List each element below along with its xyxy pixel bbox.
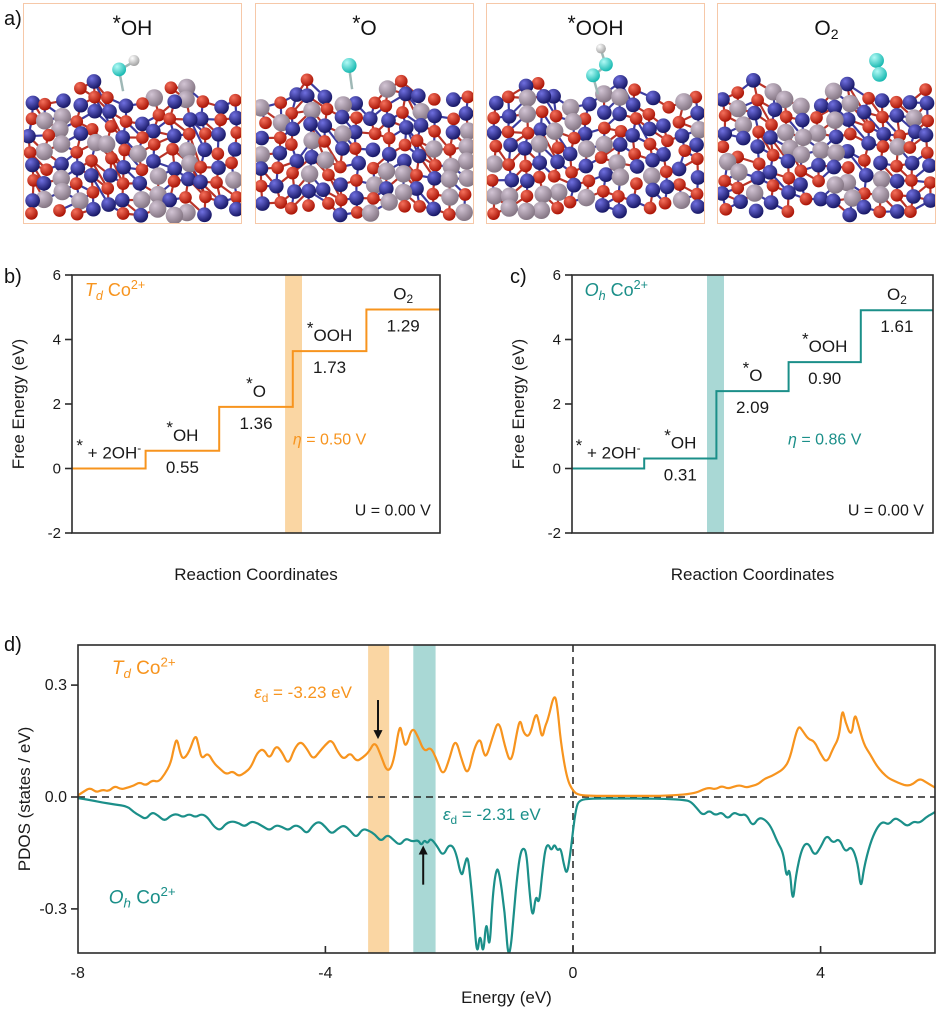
x-tick-label: 4 bbox=[816, 965, 825, 982]
x-tick-label: -4 bbox=[318, 965, 332, 982]
plot-frame bbox=[71, 274, 441, 534]
species-label: *OOH bbox=[802, 329, 847, 356]
y-tick-label: 4 bbox=[553, 332, 561, 349]
species-label: * + 2OH- bbox=[576, 436, 641, 463]
potential-label: U = 0.00 V bbox=[355, 502, 431, 519]
structure-box-o2: O2 bbox=[717, 3, 936, 224]
ed-oh-label: εd = -2.31 eV bbox=[443, 805, 541, 827]
y-axis-title: Free Energy (eV) bbox=[9, 339, 28, 469]
species-label: O2 bbox=[887, 285, 907, 307]
molecule-structure-oh bbox=[24, 55, 241, 223]
chart-content: -2 0 2 4 6 * + 2OH- *OH 0.55 *O 1.36 *OOH 1.73 O2 1.2… bbox=[9, 267, 441, 584]
adsorbate bbox=[341, 58, 357, 90]
plot-frame bbox=[77, 644, 936, 954]
y-tick-label: 0 bbox=[553, 461, 561, 478]
structure-box-o: *O bbox=[255, 3, 474, 224]
x-tick-label: -8 bbox=[71, 965, 85, 982]
ed-td-arrow-head bbox=[373, 730, 383, 740]
free-energy-step-line bbox=[572, 309, 933, 470]
oh-co2-label: Oh Co2+ bbox=[109, 884, 176, 910]
site-label: Td Co2+ bbox=[85, 278, 145, 303]
lattice-atoms bbox=[487, 74, 704, 221]
y-tick-label: 6 bbox=[53, 267, 61, 284]
lattice-atoms bbox=[256, 73, 473, 223]
y-tick-label: -0.3 bbox=[39, 901, 67, 918]
free-energy-diagram-td: -2 0 2 4 6 * + 2OH- *OH 0.55 *O 1.36 *OOH 1.73 O2 1.2… bbox=[9, 267, 441, 584]
x-tick-label: 0 bbox=[569, 965, 578, 982]
panel-d-tag: d) bbox=[4, 634, 22, 656]
free-energy-diagram-oh: -2 0 2 4 6 * + 2OH- *OH 0.31 *O 2.09 *OOH 0.90 O2 1.6… bbox=[509, 267, 934, 584]
structure-label-oh: *OH bbox=[112, 12, 153, 40]
step-energy-value: 1.29 bbox=[387, 317, 420, 336]
molecule-structure-o bbox=[256, 58, 473, 223]
step-energy-value: 2.09 bbox=[736, 398, 769, 417]
potential-label: U = 0.00 V bbox=[848, 502, 924, 519]
panel-c-tag: c) bbox=[510, 266, 527, 288]
structure-box-ooh: *OOH bbox=[486, 3, 705, 224]
adsorbate bbox=[112, 55, 140, 92]
td-co2-label: Td Co2+ bbox=[112, 655, 176, 681]
td-highlight-band bbox=[368, 645, 390, 953]
td-pdos-curve bbox=[78, 696, 935, 798]
species-label: *OH bbox=[166, 418, 198, 445]
x-axis-title: Reaction Coordinates bbox=[671, 565, 834, 584]
pdos-plot: -8 -4 0 4 0.3 0.0 -0.3 Td Co2+ εd = -3.23 eV εd =… bbox=[15, 644, 936, 1007]
x-axis-title: Reaction Coordinates bbox=[174, 565, 337, 584]
species-label: *OH bbox=[664, 426, 696, 453]
molecule-structure-o2 bbox=[718, 53, 935, 223]
structure-box-oh: *OH bbox=[23, 3, 242, 224]
species-label: * + 2OH- bbox=[76, 436, 141, 463]
y-tick-label: 6 bbox=[553, 267, 561, 284]
step-energy-value: 1.61 bbox=[880, 317, 913, 336]
adsorbate bbox=[869, 53, 887, 82]
y-tick-label: 4 bbox=[53, 332, 61, 349]
y-tick-label: -2 bbox=[548, 525, 561, 542]
molecule-structure-ooh bbox=[487, 43, 704, 221]
chart-content: -2 0 2 4 6 * + 2OH- *OH 0.31 *O 2.09 *OOH 0.90 O2 1.6… bbox=[509, 267, 934, 584]
y-tick-label: -2 bbox=[48, 525, 61, 542]
panel-a-tag: a) bbox=[4, 8, 22, 30]
structure-label-o2: O2 bbox=[814, 17, 839, 42]
step-energy-value: 1.36 bbox=[239, 414, 272, 433]
species-label: *O bbox=[246, 374, 266, 401]
step-energy-value: 0.90 bbox=[808, 369, 841, 388]
adsorbate bbox=[586, 43, 613, 95]
pdos-content: -8 -4 0 4 0.3 0.0 -0.3 Td Co2+ εd = -3.23 eV εd =… bbox=[15, 644, 936, 1007]
ed-td-label: εd = -3.23 eV bbox=[254, 683, 352, 705]
panel-b-tag: b) bbox=[4, 266, 22, 288]
y-axis-title: PDOS (states / eV) bbox=[15, 727, 34, 872]
step-energy-value: 1.73 bbox=[313, 358, 346, 377]
y-tick-label: 2 bbox=[53, 396, 61, 413]
overpotential-label: η = 0.50 V bbox=[293, 431, 367, 448]
overpotential-label: η = 0.86 V bbox=[788, 431, 862, 448]
species-label: O2 bbox=[393, 285, 413, 307]
step-energy-value: 0.31 bbox=[664, 466, 697, 485]
lattice-atoms bbox=[24, 74, 241, 223]
x-axis-title: Energy (eV) bbox=[461, 988, 552, 1007]
structure-label-o: *O bbox=[352, 12, 377, 40]
structure-label-ooh: *OOH bbox=[567, 12, 624, 40]
free-energy-step-line bbox=[72, 308, 440, 470]
site-label: Oh Co2+ bbox=[585, 278, 648, 303]
species-label: *OOH bbox=[307, 318, 352, 345]
oh-pdos-curve bbox=[78, 797, 935, 953]
lattice-atoms bbox=[718, 72, 935, 223]
y-tick-label: 0 bbox=[53, 461, 61, 478]
species-label: *O bbox=[743, 358, 763, 385]
ed-oh-arrow-head bbox=[418, 845, 428, 855]
oh-highlight-band bbox=[413, 645, 436, 953]
step-energy-value: 0.55 bbox=[166, 458, 199, 477]
y-tick-label: 2 bbox=[553, 396, 561, 413]
y-axis-title: Free Energy (eV) bbox=[509, 339, 528, 469]
y-tick-label: 0.0 bbox=[45, 789, 67, 806]
y-tick-label: 0.3 bbox=[45, 677, 67, 694]
